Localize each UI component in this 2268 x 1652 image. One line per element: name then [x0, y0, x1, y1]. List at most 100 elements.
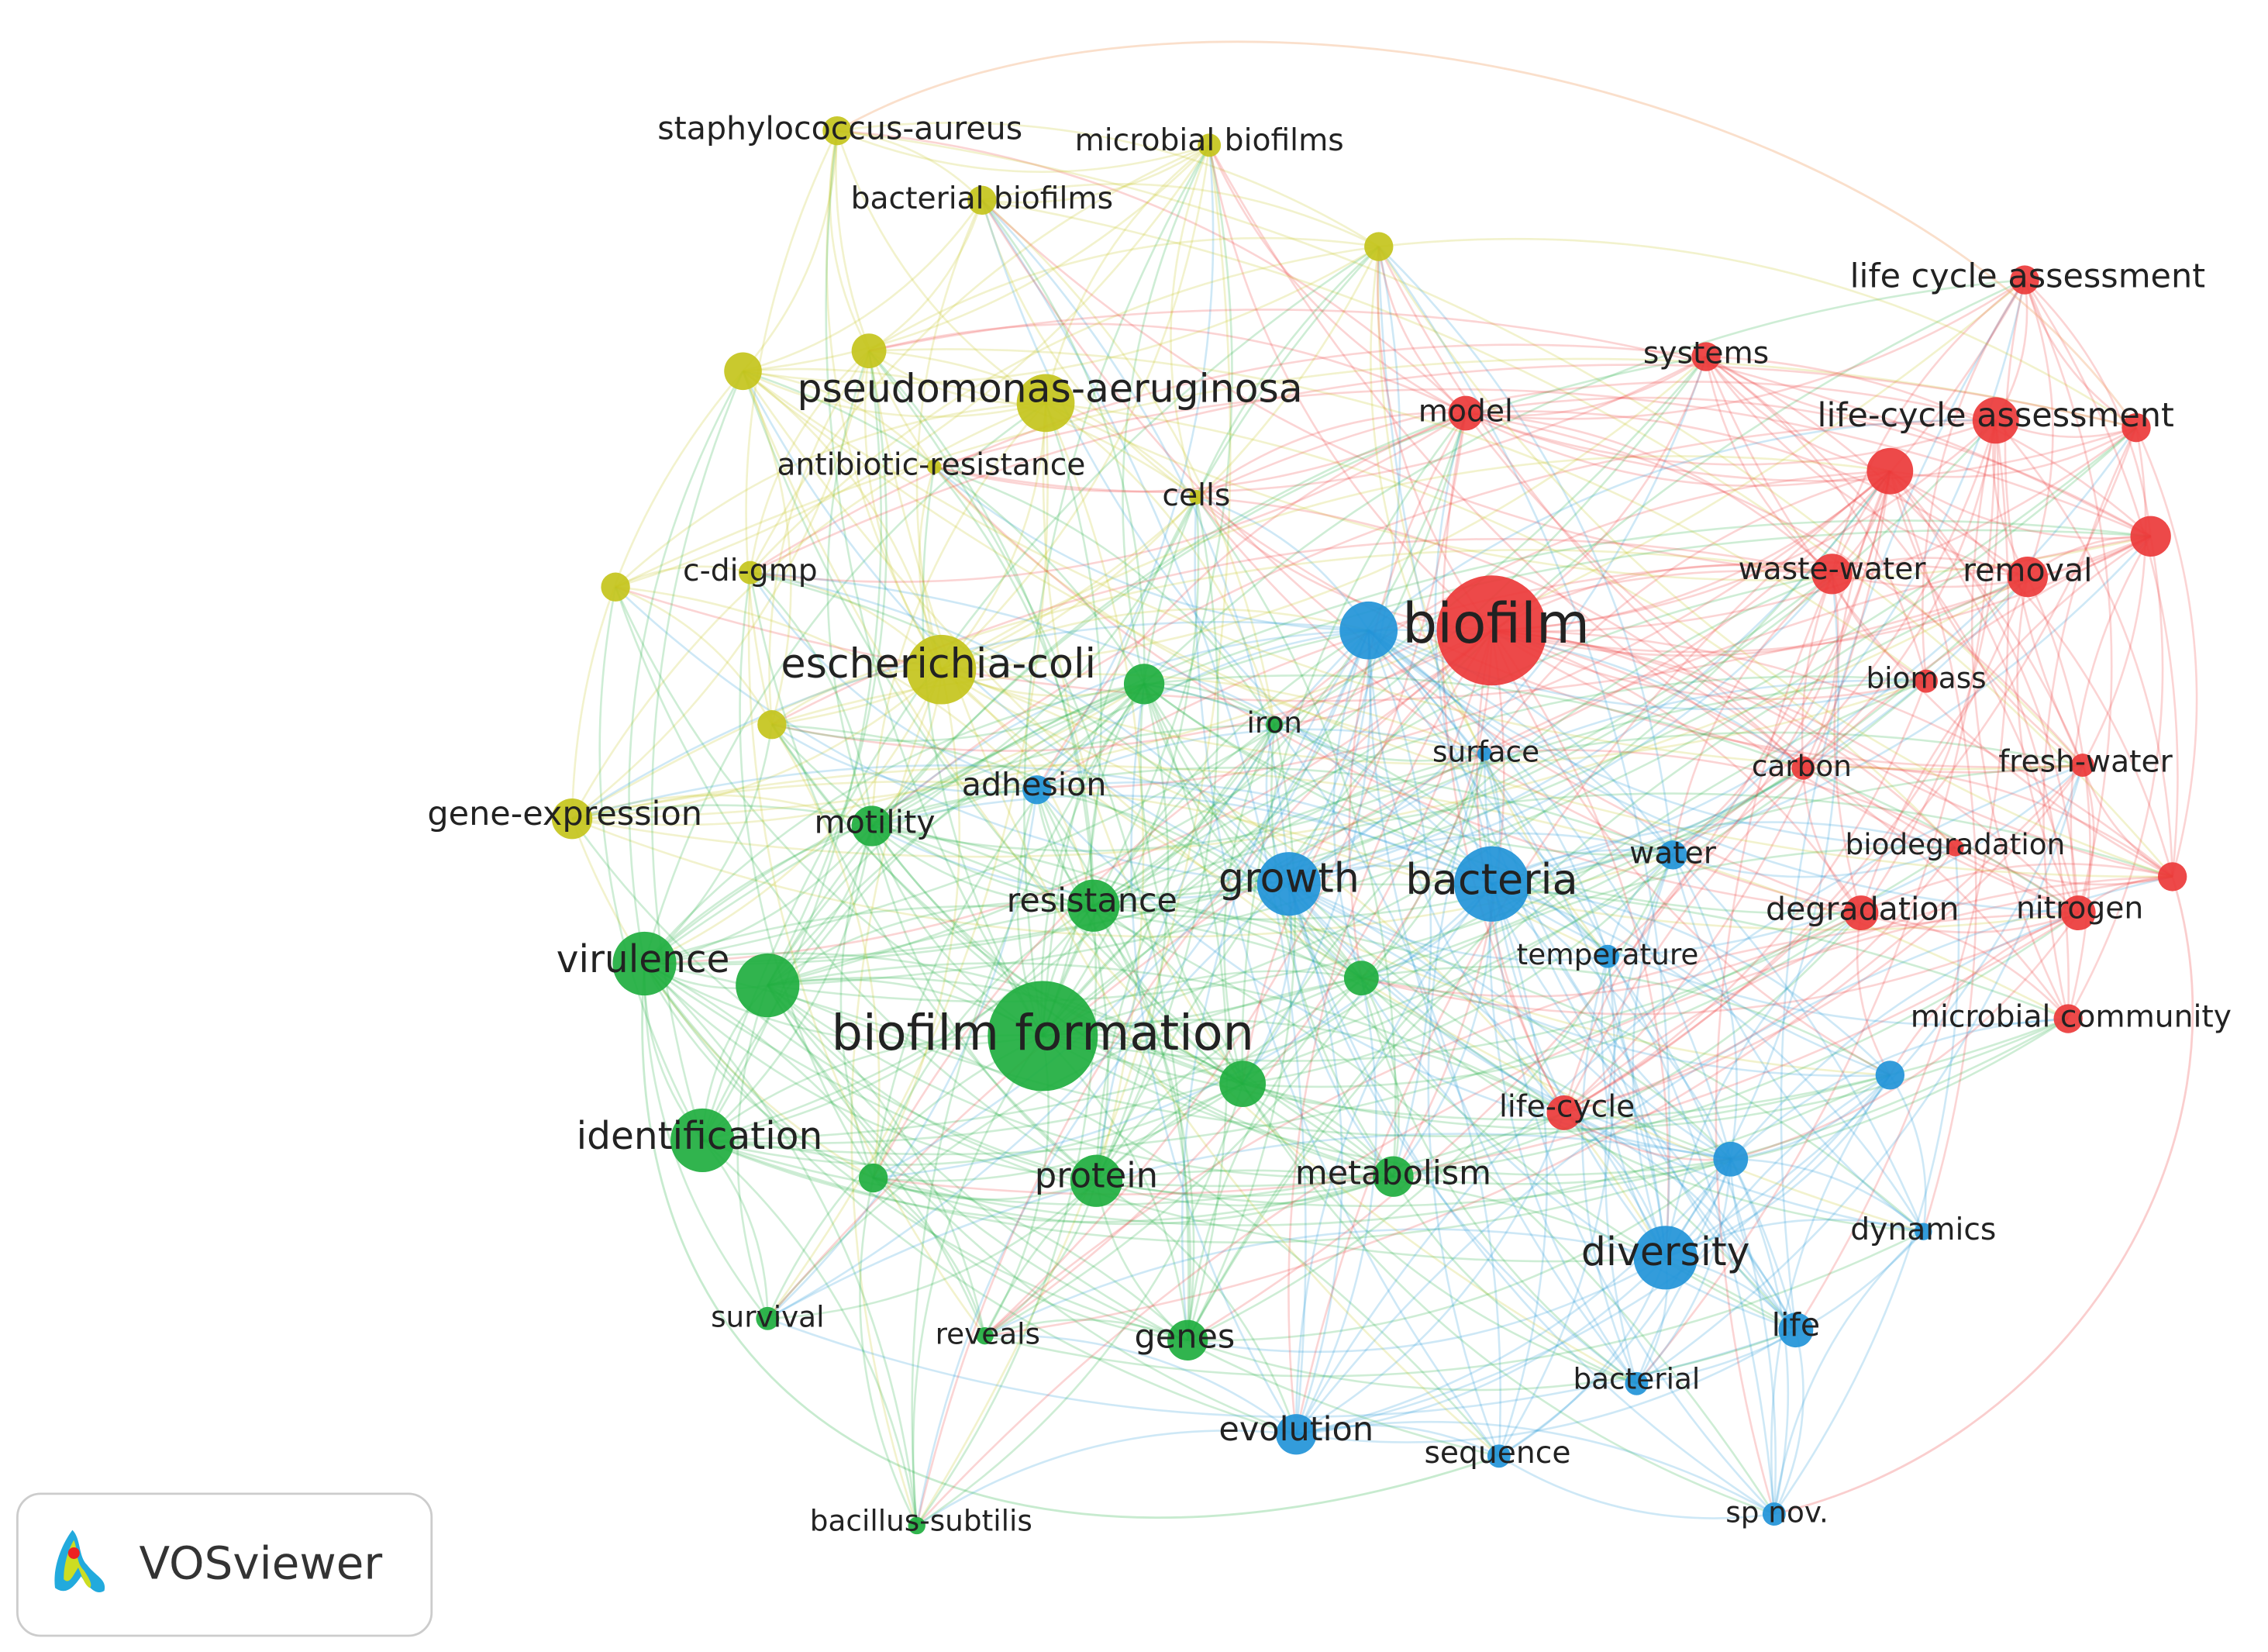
node-label: genes — [1135, 1317, 1236, 1356]
node-label: iron — [1247, 705, 1302, 740]
edge — [1889, 470, 2173, 878]
edge — [1295, 764, 2084, 1435]
edge — [1794, 420, 2010, 1331]
edge — [1378, 237, 2137, 429]
node-label: survival — [711, 1299, 824, 1333]
edge — [767, 984, 1891, 1138]
node — [1070, 1154, 1123, 1207]
edge — [1704, 356, 1833, 575]
edge — [915, 875, 2173, 1526]
edge — [644, 356, 1708, 965]
edge — [1195, 496, 1397, 1177]
edge — [1889, 471, 1977, 1233]
edge — [643, 683, 1145, 964]
node — [1946, 839, 1964, 857]
edge — [1093, 731, 2084, 907]
edge — [750, 364, 2137, 574]
edge — [1922, 279, 2026, 681]
edge — [1093, 724, 1276, 907]
edge — [829, 130, 870, 352]
edge — [1130, 684, 1298, 1435]
edge — [615, 402, 1046, 588]
logo-text: VOSviewer — [139, 1536, 382, 1589]
logo-icon — [54, 1530, 105, 1593]
node — [2070, 754, 2094, 777]
edge — [1465, 278, 2025, 420]
node-label: biodegradation — [1846, 827, 2066, 861]
edge — [1377, 246, 2173, 878]
node — [757, 710, 787, 740]
edge — [1715, 573, 1833, 1515]
node-label: biofilm — [1402, 591, 1590, 656]
edge — [915, 145, 1232, 1526]
edge — [1434, 412, 1493, 885]
edge — [736, 985, 769, 1319]
edge — [1095, 977, 1362, 1181]
edge — [981, 199, 1276, 725]
edge — [871, 519, 2151, 827]
node-label: protein — [1035, 1155, 1158, 1196]
edge — [1095, 629, 1370, 1181]
edge — [1288, 883, 1798, 1331]
edge — [1367, 629, 2079, 914]
node-label: metabolism — [1295, 1154, 1491, 1192]
edge — [1143, 683, 1608, 957]
edge — [933, 465, 1276, 726]
edge — [2026, 576, 2091, 1019]
edge — [1367, 629, 1776, 1515]
edge — [1092, 145, 1233, 906]
edge — [1092, 675, 1927, 907]
edge — [1143, 683, 1229, 1341]
edge — [1092, 412, 1467, 907]
edge — [1143, 683, 1732, 1161]
edge — [1889, 1074, 1927, 1232]
edge — [1170, 144, 1211, 498]
edge — [1296, 1329, 1797, 1443]
edge — [873, 912, 2079, 1196]
node-label: pseudomonas-aeruginosa — [798, 365, 1303, 411]
edge — [767, 789, 1039, 1319]
edge — [1274, 470, 1891, 726]
edge — [1393, 912, 1862, 1178]
edge — [1296, 1420, 1775, 1516]
edge — [1563, 847, 1956, 1114]
node-label: systems — [1643, 336, 1769, 371]
edge — [1092, 905, 1195, 1340]
edge — [872, 905, 1094, 1178]
node-label: staphylococcus-aureus — [657, 110, 1022, 147]
edge — [2024, 279, 2179, 878]
edge — [1274, 723, 1485, 762]
node-label: bacteria — [1405, 855, 1577, 904]
edge — [873, 1175, 1394, 1226]
edge — [747, 572, 986, 1336]
edge — [940, 668, 1891, 1077]
edge — [742, 371, 1637, 1385]
edge — [2024, 279, 2152, 536]
edge — [1890, 426, 2137, 478]
node — [2060, 895, 2096, 931]
edge — [1288, 832, 1673, 885]
node-label: motility — [815, 804, 936, 841]
edge — [1044, 402, 1145, 1181]
edge — [1563, 1112, 1731, 1161]
edge — [940, 668, 1094, 906]
edge — [1465, 412, 1833, 575]
edge — [1242, 1017, 2069, 1130]
edge — [1195, 412, 1466, 498]
edge — [1465, 410, 2028, 578]
edge — [615, 144, 1211, 588]
edge — [1367, 629, 1667, 1258]
edge — [1042, 402, 1102, 1036]
edge — [1671, 854, 1738, 1160]
edge — [701, 1082, 1243, 1166]
edge — [1860, 912, 2079, 934]
edge — [1484, 279, 2026, 755]
node-label: bacillus-subtilis — [810, 1504, 1032, 1538]
edge — [1465, 412, 1891, 487]
edge — [1563, 427, 2138, 1114]
edge — [742, 370, 1046, 418]
edge — [1636, 1159, 1732, 1385]
edge — [767, 985, 1500, 1457]
edge — [1889, 470, 2070, 1019]
edge — [771, 723, 1037, 794]
